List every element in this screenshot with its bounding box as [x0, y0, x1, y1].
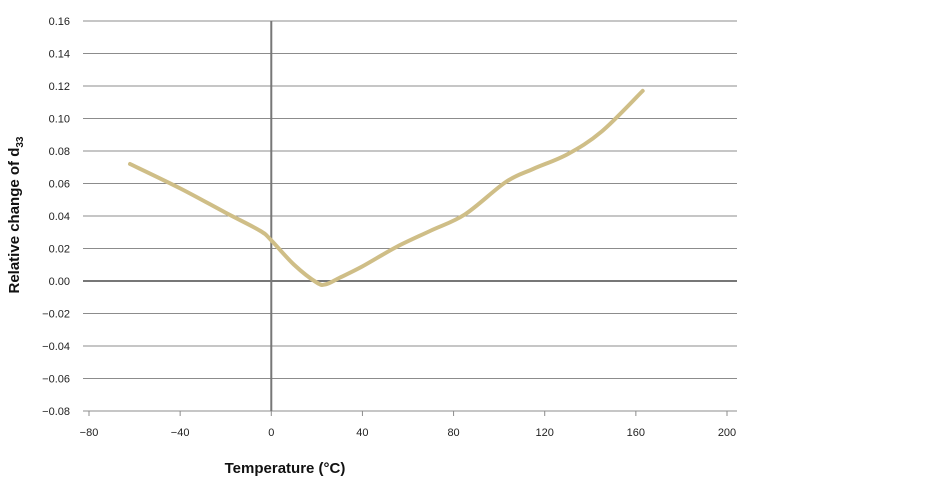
y-tick-label: 0.16	[49, 16, 70, 28]
y-tick-label: 0.08	[49, 146, 70, 158]
y-tick-label: 0.14	[49, 49, 70, 61]
axes	[83, 21, 737, 416]
y-tick-label: 0.06	[49, 179, 70, 191]
y-tick-label: 0.12	[49, 81, 70, 93]
series-layer	[128, 88, 645, 287]
grid-lines	[83, 20, 737, 379]
y-tick-label: −0.06	[42, 374, 70, 386]
x-tick-label: 200	[718, 427, 736, 439]
x-tick-label: 40	[356, 427, 368, 439]
x-tick-label: −80	[80, 427, 99, 439]
x-tick-label: −40	[171, 427, 190, 439]
y-tick-label: 0.00	[49, 276, 70, 288]
x-axis-title: Temperature (°C)	[225, 460, 346, 477]
x-tick-label: 120	[536, 427, 554, 439]
y-tick-label: 0.02	[49, 244, 70, 256]
y-axis-title: Relative change of d33	[6, 136, 26, 293]
y-tick-label: −0.08	[42, 406, 70, 418]
x-tick-label: 160	[627, 427, 645, 439]
y-tick-label: −0.04	[42, 341, 70, 353]
x-tick-labels: −80 −40 0 40 80 120 160 200	[80, 427, 737, 439]
series-line	[128, 88, 645, 287]
y-axis-title-text: Relative change of d	[6, 148, 23, 294]
x-tick-label: 80	[447, 427, 459, 439]
y-tick-labels: 0.16 0.14 0.12 0.10 0.08 0.06 0.04 0.02 0.00 −0.0…	[42, 16, 70, 418]
y-tick-label: 0.10	[49, 114, 70, 126]
y-tick-label: 0.04	[49, 211, 70, 223]
y-axis-title-subscript: 33	[15, 136, 26, 148]
x-tick-label: 0	[268, 427, 274, 439]
y-tick-label: −0.02	[42, 309, 70, 321]
